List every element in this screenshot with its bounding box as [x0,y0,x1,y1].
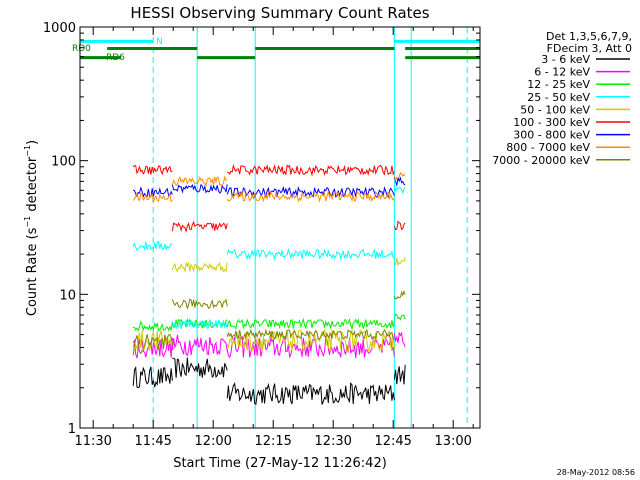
plot-frame [79,26,481,429]
x-tick-label-12-30: 12:30 [314,434,351,449]
state-label-rd6: RD6 [106,53,125,63]
series-3-6-kev-segment-3 [226,382,395,405]
series-800-7000-kev-segment-4 [393,171,406,183]
state-label-n: N [156,37,163,47]
state-label-rd0: RD0 [72,44,91,54]
series-300-800-kev-segment-1 [132,186,173,199]
plot-layer: N RD0 RD6 [72,27,480,428]
series-25-50-kev-segment-3 [226,247,395,261]
series-25-50-kev-segment-4 [393,186,406,195]
series-3-6-kev-segment-4 [393,364,406,385]
series-50-100-kev-segment-4 [393,256,406,267]
x-tick-label-11-30: 11:30 [74,434,111,449]
series-100-300-kev-segment-2 [171,220,228,234]
series-6-12-kev-segment-2 [171,334,228,357]
legend-header-line2: FDecim 3, Att 0 [547,42,632,55]
series-50-100-kev-segment-2 [171,260,228,273]
x-tick-label-12-15: 12:15 [254,434,291,449]
series-800-7000-kev-segment-2 [171,175,228,187]
series-7000-20000-kev-segment-4 [393,289,406,300]
legend-label-3-6-kev: 3 - 6 keV [541,53,590,66]
axis-layer: 11:30 11:45 12:00 12:15 12:30 12:45 13:00 1 10 10… [43,21,480,449]
series-3-6-kev-segment-1 [132,365,173,389]
series-300-800-kev-segment-2 [171,183,228,194]
series-300-800-kev-segment-4 [393,176,406,187]
legend-label-12-25-kev: 12 - 25 keV [527,78,590,91]
series-100-300-kev-segment-3 [227,163,395,177]
y-tick-label-1: 1 [68,422,76,437]
x-tick-label-12-45: 12:45 [374,434,411,449]
y-axis-label: Count Rate (s−1 detector−1) [23,140,40,316]
series-100-300-kev-segment-4 [393,220,406,231]
y-tick-label-100: 100 [51,155,76,170]
series-25-50-kev-segment-2 [171,319,228,330]
series-7000-20000-kev-segment-3 [226,328,395,341]
series-800-7000-kev-segment-3 [226,190,395,203]
series-50-100-kev-segment-1 [132,330,173,352]
legend-label-50-100-kev: 50 - 100 keV [520,103,590,116]
legend-label-7000-20000-kev: 7000 - 20000 keV [492,154,590,167]
legend-label-300-800-kev: 300 - 800 keV [513,129,590,142]
series-12-25-kev-segment-3 [226,317,395,331]
legend-label-25-50-kev: 25 - 50 keV [527,91,590,104]
legend-header-line1: Det 1,3,5,6,7,9, [546,30,632,43]
series-100-300-kev-segment-1 [132,165,173,176]
y-tick-label-1000: 1000 [43,21,76,36]
series-7000-20000-kev-segment-2 [171,298,228,310]
series-7000-20000-kev-segment-1 [132,334,173,356]
x-tick-label-13-00: 13:00 [434,434,471,449]
x-axis-label: Start Time (27-May-12 11:26:42) [173,456,387,471]
series-6-12-kev-segment-3 [226,335,395,359]
legend-label-100-300-kev: 100 - 300 keV [513,116,590,129]
legend-label-800-7000-kev: 800 - 7000 keV [506,141,590,154]
chart-title: HESSI Observing Summary Count Rates [130,4,429,22]
footer-timestamp: 28-May-2012 08:56 [557,468,635,477]
series-6-12-kev-segment-4 [393,331,406,347]
x-tick-label-11-45: 11:45 [134,434,171,449]
series-12-25-kev-segment-1 [133,320,173,332]
series-25-50-kev-segment-1 [132,240,173,251]
series-50-100-kev-segment-3 [226,328,395,353]
series-3-6-kev-segment-2 [172,357,228,378]
x-tick-label-12-00: 12:00 [194,434,231,449]
y-tick-label-10: 10 [59,288,76,303]
legend: Det 1,3,5,6,7,9, FDecim 3, Att 0 3 - 6 k… [492,30,632,167]
legend-label-6-12-kev: 6 - 12 keV [534,66,590,79]
series-800-7000-kev-segment-1 [132,191,173,203]
series-12-25-kev-segment-4 [393,313,406,321]
